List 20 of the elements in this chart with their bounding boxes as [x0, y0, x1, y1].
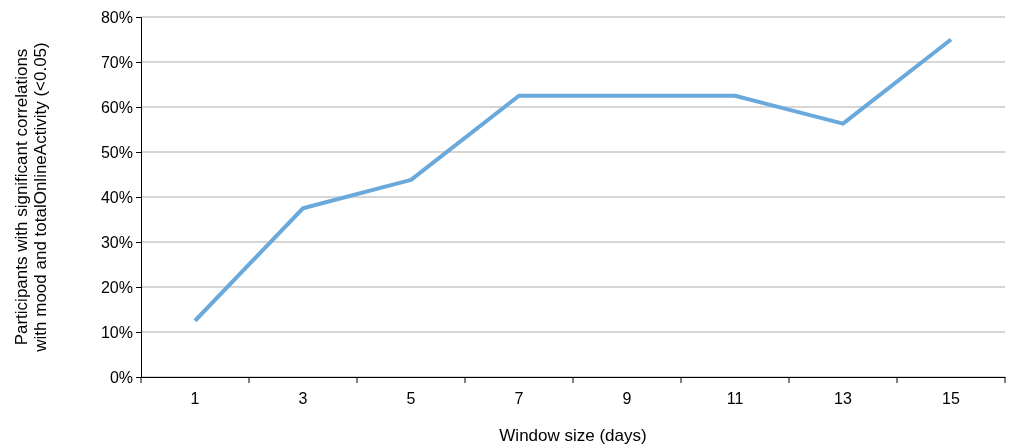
- y-tick-label: 30%: [100, 233, 133, 251]
- x-tick-label: 7: [514, 390, 524, 408]
- x-tick-label: 5: [406, 390, 416, 408]
- x-tick-label: 15: [942, 390, 960, 408]
- x-axis-title: Window size (days): [499, 426, 647, 445]
- y-tick-label: 80%: [100, 8, 133, 26]
- line-series: [193, 37, 953, 323]
- x-tick-label: 1: [190, 390, 200, 408]
- y-tick-label: 50%: [100, 143, 133, 161]
- y-tick-label: 40%: [100, 188, 133, 206]
- y-tick-label: 10%: [100, 323, 133, 341]
- x-tick-label: 3: [298, 390, 308, 408]
- x-tick-label: 9: [622, 390, 632, 408]
- y-tick-label: 70%: [100, 53, 133, 71]
- y-axis-title: Participants with significant correlations with mood and totalOnlineActivity (<0.05): [12, 42, 50, 353]
- y-tick-label: 60%: [100, 98, 133, 116]
- x-tick-label: 11: [726, 390, 744, 408]
- y-tick-label: 20%: [100, 278, 133, 296]
- x-tick-label: 13: [834, 390, 852, 408]
- y-tick-label: 0%: [109, 368, 133, 386]
